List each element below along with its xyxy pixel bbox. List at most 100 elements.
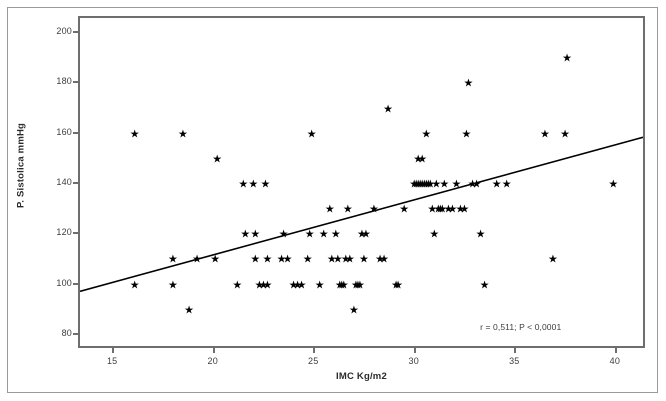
y-axis-tick-mark xyxy=(73,31,78,34)
data-point-marker: ★ xyxy=(304,227,315,241)
data-point-marker: ★ xyxy=(184,303,194,317)
data-point-marker: ★ xyxy=(324,202,335,216)
data-point-marker: ★ xyxy=(342,202,353,216)
data-point-marker: ★ xyxy=(276,252,287,266)
data-point-marker: ★ xyxy=(282,252,293,266)
plot-area: ★ ★ ★ ★ ★ ★ ★ ★ ★ ★ ★ ★ ★ ★ ★ ★ ★ ★ ★ ★ ★ ★ ★ ★ ★ ★ ★ ★ ★ ★ ★ ★ ★ ★ ★ ★ ★ ★ ★ ★… xyxy=(80,18,643,346)
data-point-marker: ★ xyxy=(278,227,289,241)
data-point-marker: ★ xyxy=(167,278,178,292)
data-point-marker: ★ xyxy=(415,177,426,191)
data-point-marker: ★ xyxy=(425,177,436,191)
y-axis-tick-mark xyxy=(73,81,78,84)
data-point-marker: ★ xyxy=(437,202,448,216)
y-axis-tick-label: 80 xyxy=(61,327,72,338)
data-point-marker: ★ xyxy=(447,202,458,216)
data-point-marker: ★ xyxy=(463,76,474,90)
data-point-marker: ★ xyxy=(391,278,402,292)
x-axis-tick-labels: 15 20 25 30 35 40 xyxy=(78,356,645,372)
data-point-marker: ★ xyxy=(288,278,299,292)
data-point-marker: ★ xyxy=(262,278,273,292)
data-point-marker: ★ xyxy=(250,227,261,241)
data-point-marker: ★ xyxy=(354,278,365,292)
data-point-marker: ★ xyxy=(501,177,512,191)
y-axis-tick-mark xyxy=(73,332,78,335)
x-axis-tick-mark xyxy=(514,348,517,353)
y-axis-tick-label: 180 xyxy=(56,76,72,87)
y-axis-tick-label: 100 xyxy=(56,277,72,288)
data-point-marker: ★ xyxy=(409,177,420,191)
data-point-marker: ★ xyxy=(129,127,140,141)
data-point-marker: ★ xyxy=(393,278,404,292)
data-point-marker: ★ xyxy=(352,278,363,292)
data-point-marker: ★ xyxy=(451,177,462,191)
data-point-marker: ★ xyxy=(350,278,361,292)
x-axis-tick-label: 20 xyxy=(207,356,218,366)
data-point-marker: ★ xyxy=(455,202,466,216)
data-point-marker: ★ xyxy=(334,278,345,292)
data-point-marker: ★ xyxy=(439,177,450,191)
data-point-marker: ★ xyxy=(383,102,393,116)
data-point-marker: ★ xyxy=(369,202,379,216)
data-point-marker: ★ xyxy=(413,152,424,166)
data-point-marker: ★ xyxy=(427,202,438,216)
data-point-marker: ★ xyxy=(471,177,482,191)
data-point-marker: ★ xyxy=(419,177,430,191)
data-point-marker: ★ xyxy=(417,152,428,166)
data-point-marker: ★ xyxy=(608,177,619,191)
data-point-marker: ★ xyxy=(332,252,343,266)
data-point-marker: ★ xyxy=(314,278,325,292)
y-axis-title: P. Sistolica mmHg xyxy=(15,122,27,209)
plot-frame: ★ ★ ★ ★ ★ ★ ★ ★ ★ ★ ★ ★ ★ ★ ★ ★ ★ ★ ★ ★ ★ ★ ★ ★ ★ ★ ★ ★ ★ ★ ★ ★ ★ ★ ★ ★ ★ ★ ★ ★… xyxy=(78,16,645,348)
data-point-marker: ★ xyxy=(421,127,432,141)
data-point-marker: ★ xyxy=(467,177,478,191)
data-point-marker: ★ xyxy=(340,252,351,266)
data-point-marker: ★ xyxy=(417,177,428,191)
data-point-marker: ★ xyxy=(491,177,502,191)
y-axis-tick-marks xyxy=(73,16,79,348)
x-axis-tick-mark xyxy=(614,348,617,353)
x-axis-tick-mark xyxy=(212,348,215,353)
data-point-marker: ★ xyxy=(258,278,269,292)
data-point-marker: ★ xyxy=(359,252,369,266)
data-point-marker: ★ xyxy=(479,278,490,292)
data-point-marker: ★ xyxy=(411,177,422,191)
data-point-marker: ★ xyxy=(435,202,446,216)
data-point-marker: ★ xyxy=(375,252,385,266)
data-point-marker: ★ xyxy=(461,127,472,141)
data-point-marker: ★ xyxy=(344,252,355,266)
data-point-marker: ★ xyxy=(336,278,347,292)
data-point-marker: ★ xyxy=(248,177,259,191)
x-axis-tick-label: 35 xyxy=(509,356,520,366)
data-point-marker: ★ xyxy=(423,177,434,191)
data-point-marker: ★ xyxy=(548,252,558,266)
x-axis-tick-marks xyxy=(78,348,645,354)
y-axis-tick-label: 200 xyxy=(56,26,72,37)
data-point-marker: ★ xyxy=(330,227,341,241)
data-point-marker: ★ xyxy=(338,278,349,292)
data-point-marker: ★ xyxy=(292,278,303,292)
y-axis-tick-mark xyxy=(73,182,78,184)
x-axis-tick-label: 40 xyxy=(609,356,621,366)
y-axis-tick-label: 140 xyxy=(56,177,72,187)
y-axis-tick-labels: 80 100 120 140 160 180 200 xyxy=(34,16,72,348)
y-axis-tick-label: 160 xyxy=(56,126,72,137)
data-point-marker: ★ xyxy=(262,252,273,266)
y-axis-tick-mark xyxy=(73,232,78,235)
data-point-marker: ★ xyxy=(379,252,389,266)
x-axis-tick-label: 25 xyxy=(308,356,319,366)
data-point-marker: ★ xyxy=(178,127,188,141)
data-point-marker: ★ xyxy=(260,177,271,191)
data-point-marker: ★ xyxy=(210,252,221,266)
data-point-marker: ★ xyxy=(413,177,424,191)
data-point-markers: ★ ★ ★ ★ ★ ★ ★ ★ ★ ★ ★ ★ ★ ★ ★ ★ ★ ★ ★ ★ ★ ★ ★ ★ ★ ★ ★ ★ ★ ★ ★ ★ ★ ★ ★ ★ ★ ★ ★ ★… xyxy=(80,18,643,346)
data-point-marker: ★ xyxy=(399,202,410,216)
x-axis-tick-mark xyxy=(112,348,115,353)
data-point-marker: ★ xyxy=(560,127,570,141)
data-point-marker: ★ xyxy=(421,177,432,191)
correlation-annotation: r = 0,511; P < 0,0001 xyxy=(480,322,562,333)
data-point-marker: ★ xyxy=(443,202,454,216)
data-point-marker: ★ xyxy=(129,278,140,292)
data-point-marker: ★ xyxy=(433,202,444,216)
data-point-marker: ★ xyxy=(212,152,223,166)
x-axis-tick-label: 30 xyxy=(408,356,419,366)
